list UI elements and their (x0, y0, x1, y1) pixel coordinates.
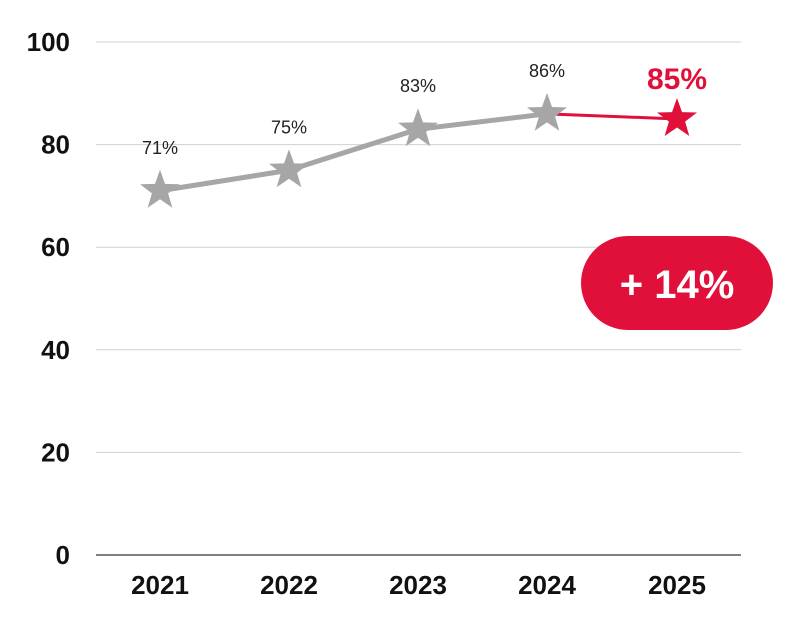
data-label: 71% (142, 138, 178, 158)
y-tick-label: 100 (27, 27, 70, 57)
y-tick-label: 80 (41, 130, 70, 160)
x-axis: 2021 2022 2023 2024 2025 (131, 570, 706, 600)
x-tick-label: 2024 (518, 570, 576, 600)
change-badge-background (581, 236, 773, 330)
series-line-segment (157, 167, 292, 194)
change-badge: + 14% (581, 236, 773, 330)
y-tick-label: 0 (56, 540, 70, 570)
series-lines (157, 111, 679, 194)
series-line-segment (545, 112, 679, 121)
gridlines (96, 41, 741, 556)
star-icon (140, 169, 180, 208)
data-label-highlight: 85% (647, 63, 707, 96)
star-icon (657, 97, 697, 136)
series-markers (140, 92, 697, 208)
x-tick-label: 2021 (131, 570, 189, 600)
star-icon (269, 149, 309, 188)
series-line-segment (415, 111, 550, 132)
data-labels: 71% 75% 83% 86% 85% (142, 61, 707, 158)
change-badge-text: + 14% (620, 263, 735, 307)
data-label: 83% (400, 76, 436, 96)
y-tick-label: 60 (41, 232, 70, 262)
series-line-segment (286, 126, 421, 173)
star-icon (527, 92, 567, 131)
data-label: 86% (529, 61, 565, 81)
y-tick-label: 40 (41, 335, 70, 365)
star-icon (398, 108, 438, 147)
y-tick-label: 20 (41, 437, 70, 467)
x-tick-label: 2025 (648, 570, 706, 600)
data-label: 75% (271, 117, 307, 137)
y-axis: 0 20 40 60 80 100 (27, 27, 70, 570)
x-tick-label: 2022 (260, 570, 318, 600)
x-tick-label: 2023 (389, 570, 447, 600)
